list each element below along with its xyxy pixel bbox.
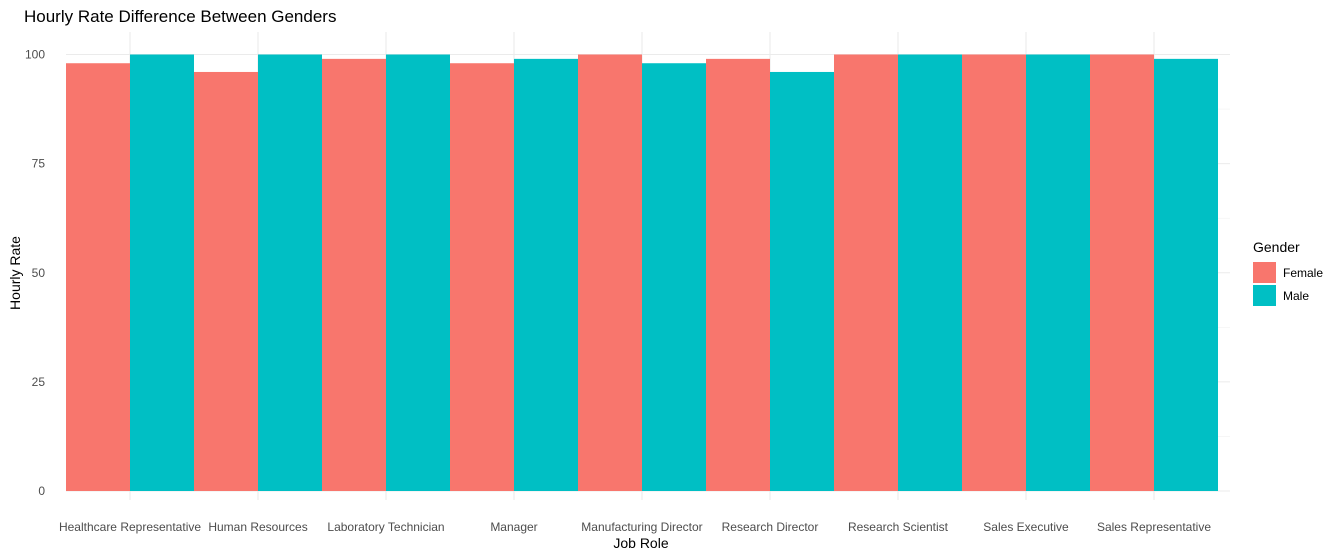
x-tick-label: Laboratory Technician xyxy=(327,520,444,534)
y-tick-label: 0 xyxy=(38,484,45,498)
bar-male-healthcare-representative xyxy=(130,54,194,491)
legend: Gender Female Male xyxy=(1253,239,1323,306)
y-tick-label: 50 xyxy=(32,266,46,280)
y-tick-label: 25 xyxy=(32,375,46,389)
bar-female-laboratory-technician xyxy=(322,58,386,492)
bar-male-research-scientist xyxy=(898,54,962,491)
y-tick-label: 75 xyxy=(32,157,46,171)
bar-female-manager xyxy=(450,63,514,491)
x-tick-label: Manager xyxy=(490,520,537,534)
bar-male-sales-representative xyxy=(1154,58,1218,492)
legend-label-male: Male xyxy=(1283,289,1309,303)
x-tick-label: Sales Executive xyxy=(983,520,1069,534)
x-tick-label: Sales Representative xyxy=(1097,520,1211,534)
bar-female-sales-executive xyxy=(962,54,1026,491)
bar-female-healthcare-representative xyxy=(66,63,130,491)
legend-label-female: Female xyxy=(1283,266,1323,280)
bar-female-human-resources xyxy=(194,71,258,492)
bar-female-research-scientist xyxy=(834,54,898,491)
bars xyxy=(66,54,1218,492)
bar-female-manufacturing-director xyxy=(578,54,642,491)
bar-male-manager xyxy=(514,58,578,492)
x-tick-label: Research Scientist xyxy=(848,520,949,534)
x-tick-label: Research Director xyxy=(722,520,819,534)
x-tick-label: Human Resources xyxy=(208,520,307,534)
x-tick-label: Healthcare Representative xyxy=(59,520,201,534)
bar-male-laboratory-technician xyxy=(386,54,450,491)
bar-female-research-director xyxy=(706,58,770,492)
x-tick-label: Manufacturing Director xyxy=(581,520,702,534)
y-tick-label: 100 xyxy=(25,48,45,62)
y-axis-title: Hourly Rate xyxy=(7,236,23,310)
bar-female-sales-representative xyxy=(1090,54,1154,491)
bar-male-sales-executive xyxy=(1026,54,1090,491)
legend-key-female xyxy=(1253,262,1276,283)
legend-key-male xyxy=(1253,285,1276,306)
y-tick-labels: 0 25 50 75 100 xyxy=(25,48,45,499)
bar-male-manufacturing-director xyxy=(642,63,706,491)
x-axis-title: Job Role xyxy=(613,535,668,551)
legend-title: Gender xyxy=(1253,239,1300,255)
x-tick-labels: Healthcare Representative Human Resources… xyxy=(59,520,1211,534)
bar-male-human-resources xyxy=(258,54,322,491)
bar-male-research-director xyxy=(770,71,834,492)
chart-title: Hourly Rate Difference Between Genders xyxy=(24,7,336,26)
